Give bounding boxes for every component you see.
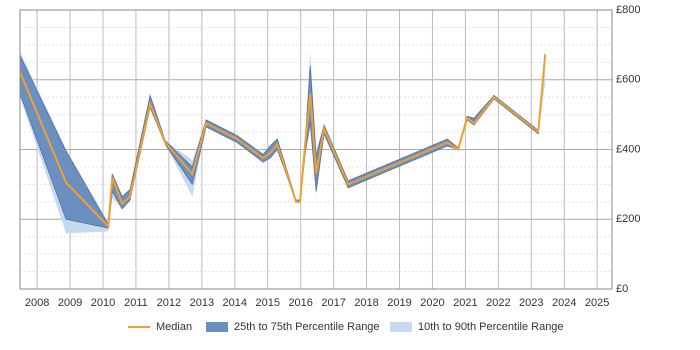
x-tick-label: 2025	[585, 297, 609, 309]
x-tick-label: 2018	[354, 297, 378, 309]
x-tick-label: 2015	[255, 297, 279, 309]
legend-label: 10th to 90th Percentile Range	[418, 321, 564, 333]
x-tick-label: 2019	[387, 297, 411, 309]
y-tick-label: £800	[616, 4, 640, 16]
legend-swatch	[206, 322, 228, 332]
y-tick-label: £600	[616, 74, 640, 86]
x-tick-label: 2009	[58, 297, 82, 309]
plot-border	[19, 9, 613, 290]
y-tick-label: £400	[616, 143, 640, 155]
legend-swatch	[390, 322, 412, 332]
x-tick-label: 2017	[321, 297, 345, 309]
x-tick-label: 2021	[453, 297, 477, 309]
legend-label: 25th to 75th Percentile Range	[234, 321, 380, 333]
x-tick-label: 2013	[190, 297, 214, 309]
x-tick-label: 2012	[157, 297, 181, 309]
legend-label: Median	[156, 321, 192, 333]
x-tick-label: 2024	[552, 297, 576, 309]
median-line	[19, 55, 547, 229]
y-tick-label: £0	[616, 283, 628, 295]
x-tick-label: 2014	[223, 297, 247, 309]
x-tick-label: 2008	[25, 297, 49, 309]
x-tick-label: 2023	[519, 297, 543, 309]
x-tick-label: 2016	[288, 297, 312, 309]
y-tick-label: £200	[616, 213, 640, 225]
x-tick-label: 2022	[486, 297, 510, 309]
x-tick-label: 2020	[420, 297, 444, 309]
x-tick-label: 2011	[124, 297, 148, 309]
x-tick-label: 2010	[91, 297, 115, 309]
